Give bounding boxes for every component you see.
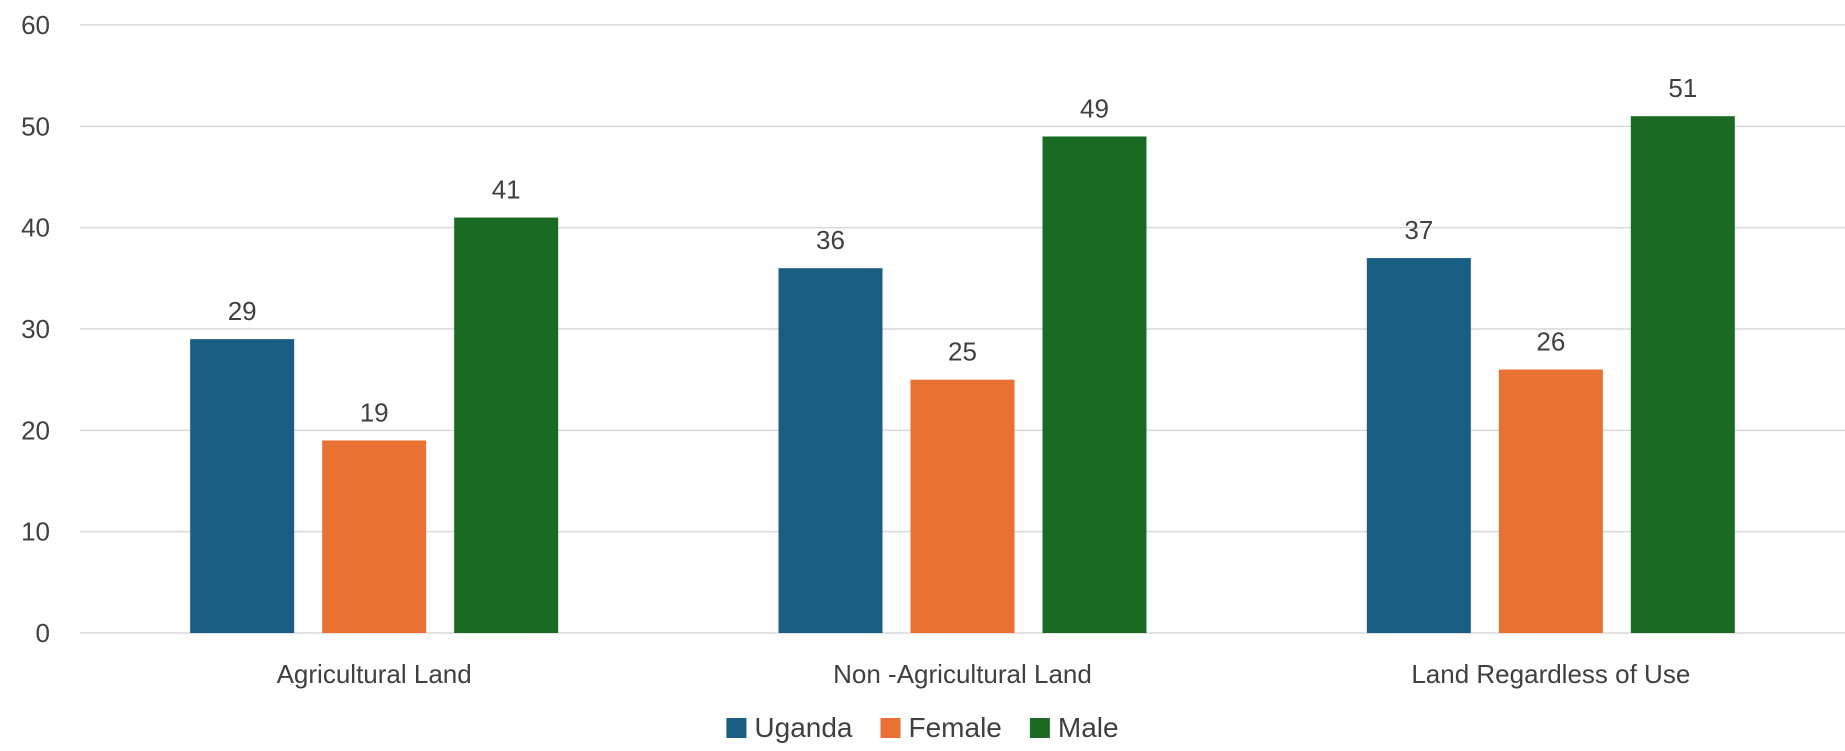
legend-label: Uganda: [754, 712, 853, 743]
data-label: 37: [1404, 215, 1433, 245]
legend-label: Female: [909, 712, 1002, 743]
legend-item-uganda: Uganda: [726, 712, 853, 743]
y-axis-tick-labels: 0 10 20 30 40 50 60: [21, 10, 50, 648]
bar-uganda-1: [778, 268, 883, 633]
data-label: 36: [816, 225, 845, 255]
x-tick-label: Land Regardless of Use: [1411, 659, 1690, 689]
y-tick-label: 60: [21, 10, 50, 40]
y-tick-label: 50: [21, 111, 50, 141]
x-tick-label: Non -Agricultural Land: [833, 659, 1092, 689]
bars: [190, 116, 1735, 634]
y-tick-label: 30: [21, 314, 50, 344]
y-tick-label: 20: [21, 415, 50, 445]
bar-uganda-2: [1366, 258, 1471, 633]
legend-swatch: [880, 718, 901, 738]
x-axis-tick-labels: Agricultural Land Non -Agricultural Land L…: [277, 659, 1691, 689]
legend: Uganda Female Male: [726, 712, 1119, 743]
legend-swatch: [1029, 718, 1050, 738]
data-label: 26: [1536, 327, 1565, 357]
legend-swatch: [726, 718, 747, 738]
bar-male-2: [1630, 116, 1735, 633]
y-tick-label: 0: [36, 618, 50, 648]
data-label: 25: [948, 337, 977, 367]
legend-item-male: Male: [1029, 712, 1119, 743]
y-tick-label: 10: [21, 517, 50, 547]
data-label: 49: [1080, 93, 1109, 123]
bar-female-0: [322, 440, 427, 633]
data-label: 41: [492, 175, 521, 205]
bar-female-1: [910, 379, 1015, 633]
bar-male-0: [454, 217, 559, 634]
y-tick-label: 40: [21, 213, 50, 243]
legend-item-female: Female: [880, 712, 1002, 743]
legend-label: Male: [1058, 712, 1119, 743]
data-label: 19: [360, 397, 389, 427]
data-label: 29: [228, 296, 257, 326]
x-tick-label: Agricultural Land: [277, 659, 472, 689]
bar-female-2: [1498, 369, 1603, 633]
data-label: 51: [1668, 73, 1697, 103]
bar-uganda-0: [190, 339, 295, 633]
bar-male-1: [1042, 136, 1147, 633]
data-labels: 29 19 41 36 25 49 37 26 51: [228, 73, 1698, 427]
